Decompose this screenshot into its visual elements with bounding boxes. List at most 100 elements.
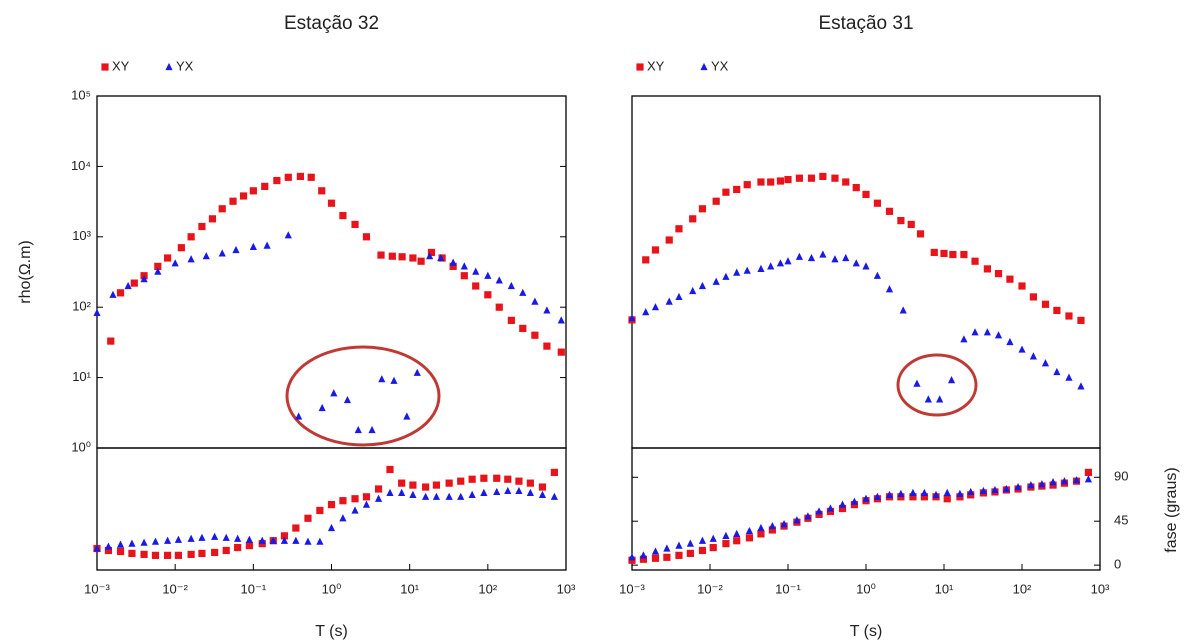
triangle-marker: [109, 290, 117, 298]
triangle-marker: [538, 490, 547, 498]
square-marker: [234, 543, 242, 552]
triangle-marker: [651, 547, 660, 555]
square-marker: [663, 553, 671, 561]
square-marker: [651, 246, 660, 254]
square-marker: [417, 257, 425, 265]
square-marker: [675, 551, 683, 559]
triangle-marker: [316, 537, 324, 545]
triangle-marker: [202, 252, 210, 260]
triangle-marker: [218, 249, 226, 257]
triangle-marker: [480, 488, 488, 496]
triangle-marker: [743, 266, 751, 274]
square-marker: [472, 282, 480, 290]
square-marker: [187, 550, 195, 558]
triangle-marker: [493, 487, 501, 496]
plot-frame: [96, 447, 567, 571]
triangle-marker: [187, 255, 195, 263]
square-marker: [745, 534, 754, 542]
x-axis-label: T (s): [850, 623, 883, 640]
triangle-marker: [1049, 478, 1057, 486]
triangle-marker: [804, 512, 812, 520]
triangle-marker: [947, 376, 956, 384]
square-marker: [526, 479, 534, 487]
square-marker: [538, 483, 547, 491]
x-tick-label: 10⁻¹: [241, 581, 267, 596]
triangle-marker: [234, 534, 242, 542]
triangle-marker: [116, 540, 125, 548]
triangle-marker: [557, 316, 565, 324]
square-marker: [239, 192, 248, 200]
square-marker: [398, 253, 406, 261]
square-marker: [198, 222, 206, 231]
triangle-marker: [327, 523, 336, 532]
y-tick-label: 10⁴: [71, 158, 91, 173]
square-marker: [422, 483, 430, 491]
square-marker: [920, 493, 928, 501]
square-marker: [819, 172, 827, 181]
triangle-marker: [1027, 480, 1035, 489]
chart-title: Estação 31: [818, 13, 913, 34]
triangle-marker: [403, 412, 411, 420]
square-marker: [507, 316, 515, 324]
triangle-marker: [899, 306, 907, 314]
square-marker: [831, 174, 839, 182]
square-marker: [1029, 293, 1037, 301]
square-marker: [916, 230, 925, 238]
square-marker: [515, 477, 523, 485]
triangle-marker: [104, 542, 113, 550]
triangle-marker: [124, 281, 132, 290]
square-marker: [776, 177, 785, 185]
legend-label: YX: [176, 58, 194, 73]
triangle-marker: [909, 488, 917, 496]
square-marker: [177, 244, 185, 252]
square-marker: [543, 342, 551, 350]
square-marker: [409, 481, 417, 489]
square-marker: [249, 187, 257, 195]
triangle-marker: [628, 314, 636, 322]
chart-title: Estação 32: [284, 13, 379, 34]
square-marker: [398, 479, 406, 487]
triangle-marker: [171, 259, 179, 267]
triangle-marker: [979, 486, 988, 495]
triangle-marker: [222, 533, 230, 541]
triangle-marker: [140, 275, 148, 283]
y-tick-label: 0: [1114, 557, 1121, 572]
triangle-marker: [232, 245, 240, 254]
square-marker: [296, 172, 304, 181]
square-marker: [971, 257, 979, 265]
square-marker: [712, 197, 720, 205]
triangle-marker: [449, 258, 457, 266]
square-marker: [449, 262, 457, 270]
triangle-marker: [709, 534, 717, 542]
square-marker: [116, 547, 125, 556]
square-marker: [107, 337, 115, 345]
triangle-marker: [526, 488, 534, 496]
square-marker: [273, 176, 281, 185]
square-marker: [101, 63, 109, 71]
square-marker: [768, 526, 776, 534]
square-marker: [930, 248, 938, 257]
square-marker: [409, 254, 417, 262]
triangle-marker: [368, 425, 376, 434]
x-tick-label: 10¹: [935, 581, 954, 596]
triangle-marker: [815, 507, 823, 515]
triangle-marker: [924, 395, 932, 403]
triangle-marker: [351, 506, 359, 514]
square-marker: [480, 474, 488, 482]
triangle-marker: [885, 285, 894, 293]
triangle-marker: [651, 303, 660, 311]
triangle-marker: [776, 259, 785, 267]
triangle-marker: [1084, 475, 1092, 483]
square-marker: [386, 465, 394, 474]
y-tick-label: 10⁵: [71, 87, 91, 102]
square-marker: [445, 479, 453, 487]
triangle-marker: [140, 538, 148, 546]
x-axis-label: T (s): [315, 623, 348, 640]
triangle-marker: [698, 281, 707, 290]
x-tick-label: 10⁻¹: [775, 581, 801, 596]
square-marker: [211, 548, 219, 557]
square-marker: [187, 233, 195, 241]
x-tick-label: 10³: [557, 581, 576, 596]
square-marker: [686, 549, 694, 558]
triangle-marker: [831, 255, 839, 263]
